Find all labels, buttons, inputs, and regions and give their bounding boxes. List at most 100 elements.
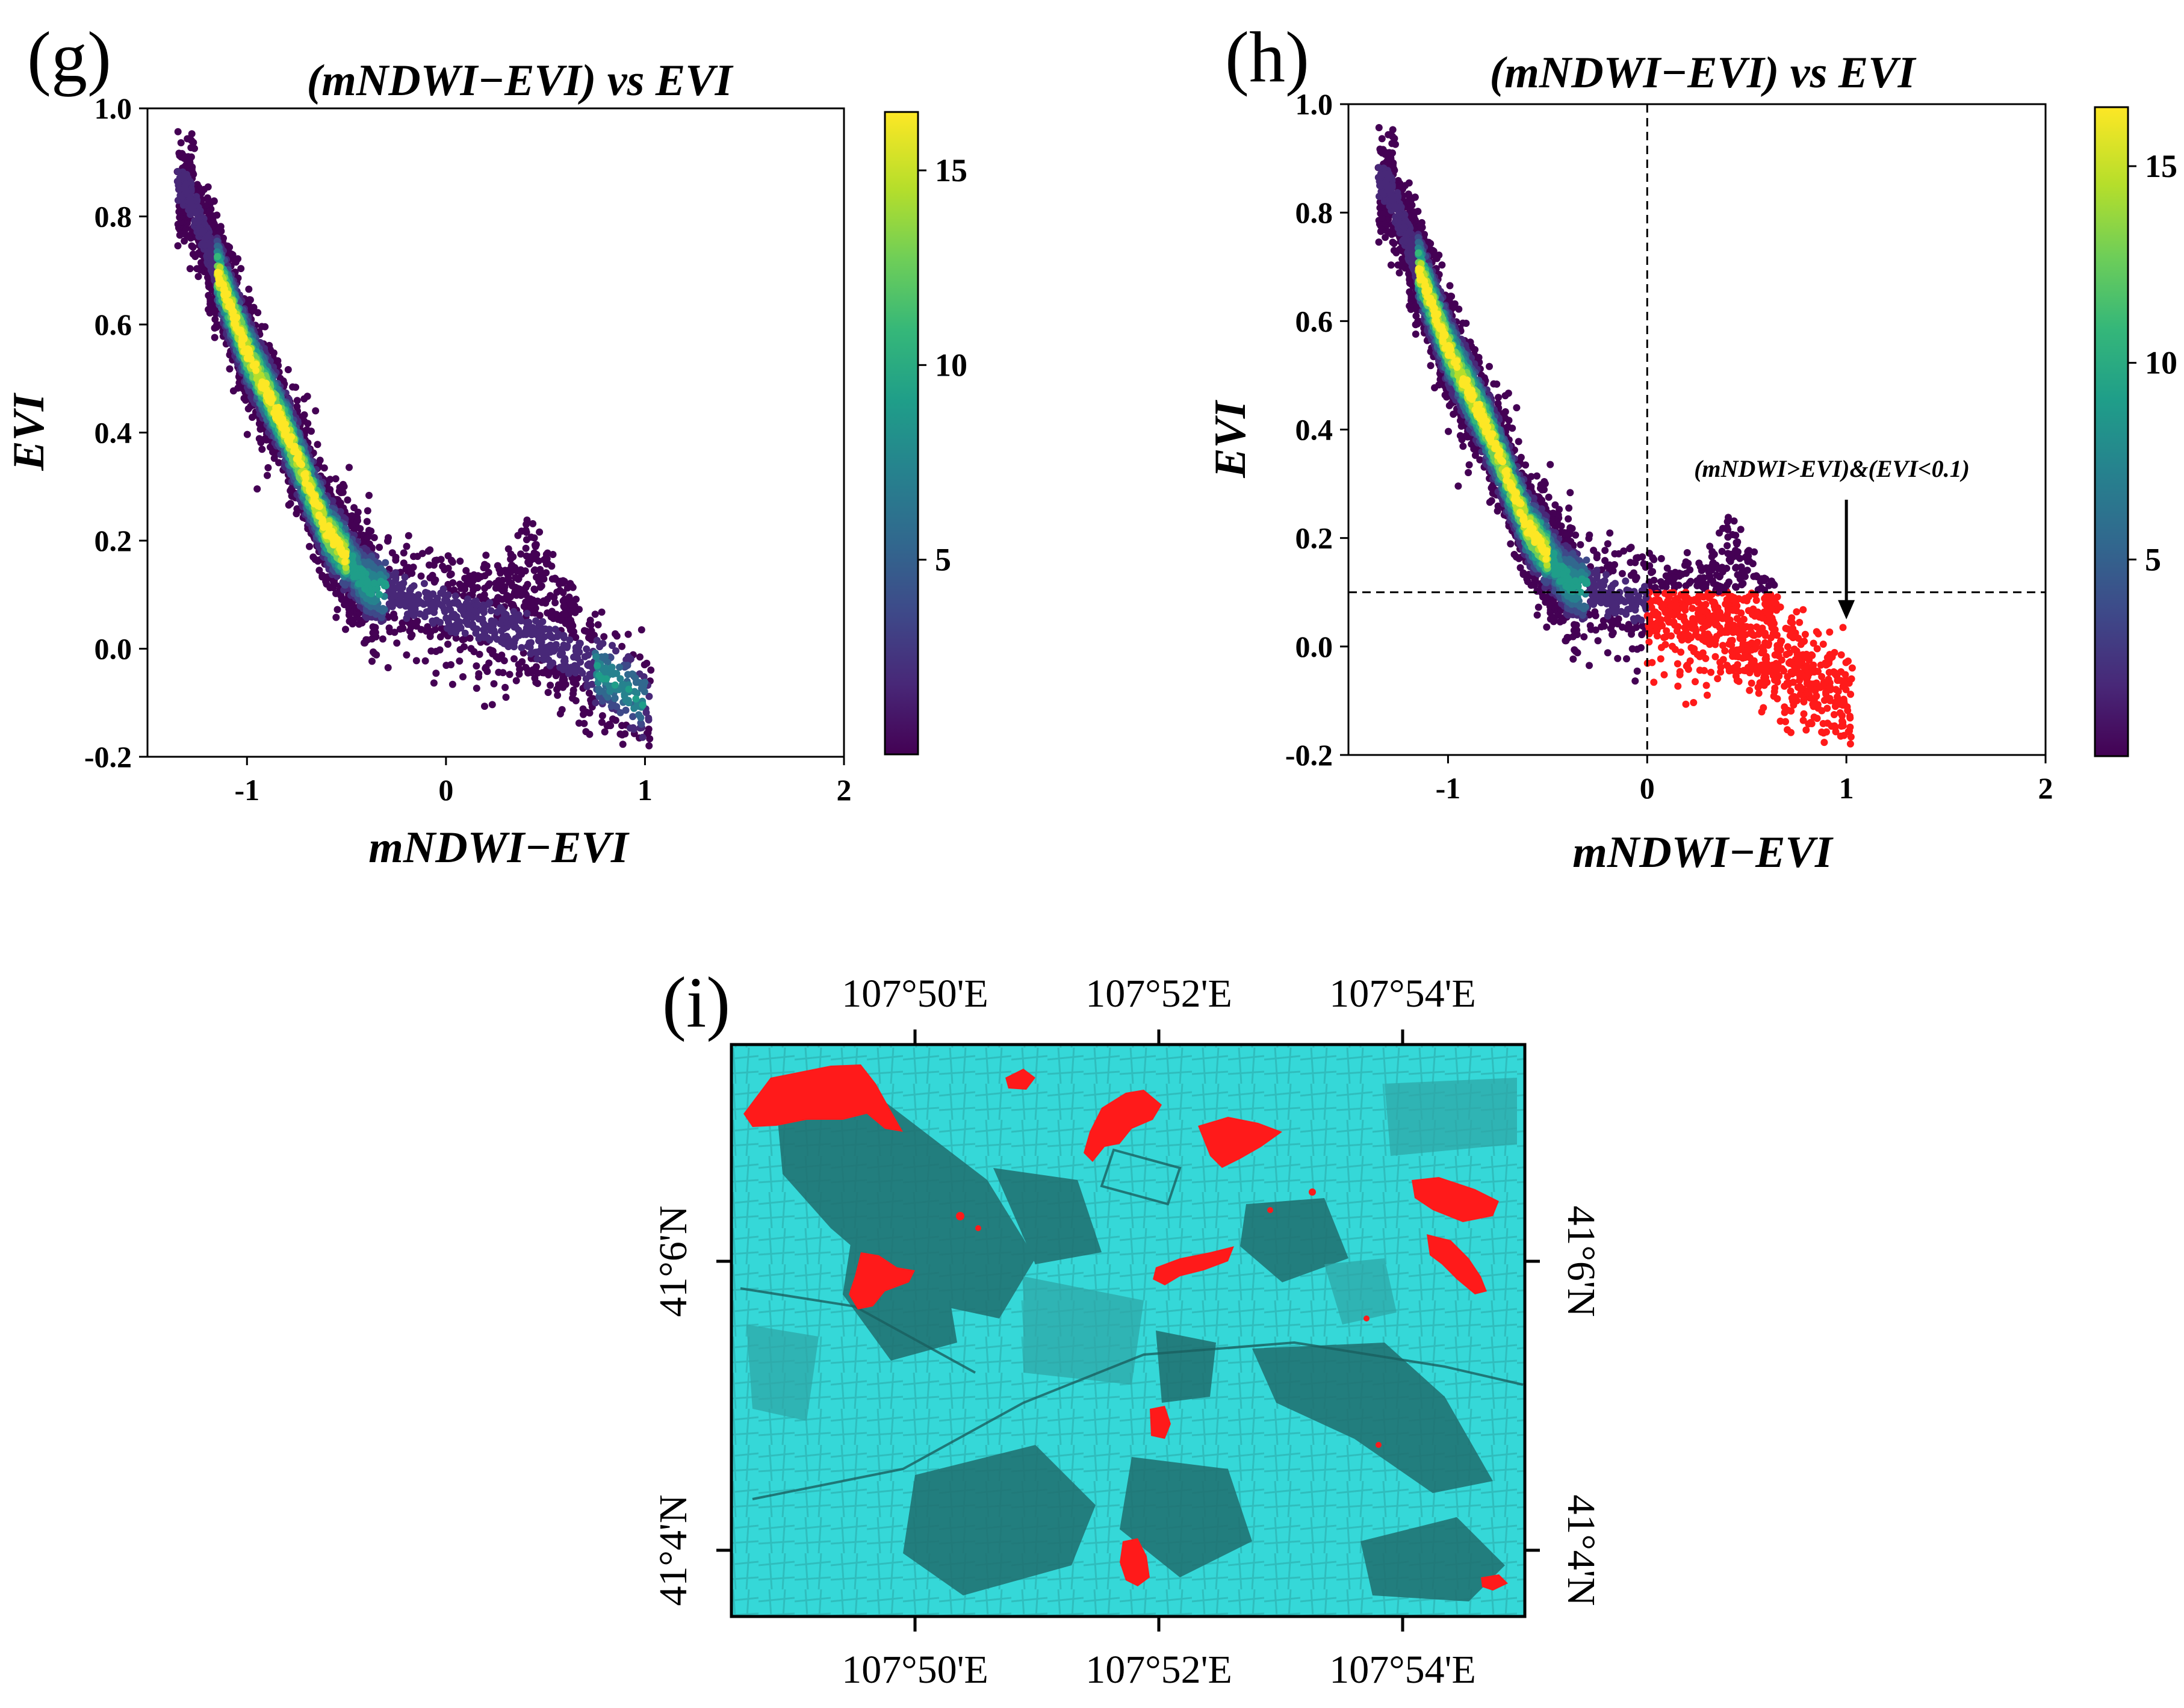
scatter-point: [430, 578, 438, 586]
scatter-point: [1545, 493, 1553, 501]
scatter-point: [1704, 691, 1711, 699]
scatter-point: [531, 541, 539, 549]
scatter-point: [1465, 469, 1472, 476]
scatter-point: [350, 504, 358, 512]
panel-h: (h) (mNDWI−EVI) vs EVI -1 0 1 2-0.20.00.20.…: [1206, 17, 2177, 877]
scatter-point: [561, 610, 569, 618]
scatter-point: [370, 579, 378, 587]
scatter-point: [642, 709, 650, 716]
scatter-point: [586, 620, 593, 628]
scatter-point: [637, 714, 645, 722]
scatter-point: [238, 338, 246, 346]
scatter-point: [594, 662, 601, 669]
scatter-point: [1714, 675, 1722, 683]
scatter-point: [551, 646, 559, 653]
scatter-point: [203, 194, 211, 202]
scatter-point: [1784, 625, 1792, 633]
scatter-point: [485, 659, 493, 667]
scatter-point: [447, 606, 454, 614]
scatter-point: [379, 635, 386, 643]
scatter-point: [1569, 655, 1577, 663]
panel-g-ylabel: EVI: [4, 393, 54, 471]
scatter-point: [358, 573, 366, 580]
panel-g-xlabel: mNDWI−EVI: [368, 823, 630, 872]
scatter-point: [594, 621, 602, 629]
scatter-point: [529, 520, 537, 527]
scatter-point: [1495, 394, 1502, 402]
scatter-point: [444, 618, 452, 626]
scatter-point: [1793, 608, 1801, 616]
scatter-point: [462, 567, 470, 574]
scatter-point: [1538, 486, 1546, 494]
scatter-point: [444, 641, 451, 648]
scatter-point: [448, 558, 456, 566]
scatter-point: [1412, 331, 1419, 338]
scatter-point: [430, 679, 438, 687]
scatter-point: [337, 489, 345, 497]
scatter-point: [436, 646, 444, 654]
scatter-point: [1692, 678, 1699, 686]
scatter-point: [535, 557, 542, 565]
scatter-point: [501, 683, 509, 691]
scatter-point: [481, 703, 488, 710]
scatter-point: [1637, 644, 1645, 651]
scatter-point: [585, 662, 592, 669]
scatter-point: [518, 658, 526, 666]
scatter-point: [531, 566, 539, 574]
colorbar-tick-label: 15: [935, 152, 967, 188]
scatter-point: [609, 642, 616, 650]
scatter-point: [461, 585, 469, 593]
scatter-point: [184, 135, 191, 143]
scatter-point: [1427, 362, 1435, 370]
scatter-point: [1387, 261, 1395, 269]
scatter-point: [1823, 728, 1830, 736]
y-tick-label: -0.2: [84, 740, 132, 774]
scatter-point: [1375, 124, 1383, 131]
scatter-point: [412, 657, 420, 665]
scatter-point: [547, 592, 554, 600]
scatter-point: [621, 730, 629, 738]
scatter-point: [585, 689, 593, 697]
scatter-point: [562, 620, 569, 627]
scatter-point: [518, 644, 526, 651]
scatter-point: [1701, 666, 1708, 674]
scatter-point: [1565, 504, 1573, 512]
scatter-point: [1702, 682, 1710, 689]
scatter-point: [475, 670, 483, 678]
scatter-point: [384, 664, 392, 671]
scatter-point: [559, 650, 566, 657]
scatter-point: [481, 585, 489, 592]
scatter-point: [580, 719, 588, 727]
scatter-point: [1388, 140, 1396, 148]
scatter-point: [238, 330, 246, 338]
scatter-point: [447, 661, 454, 669]
panel-h-title: (mNDWI−EVI) vs EVI: [1490, 48, 1917, 98]
scatter-point: [1571, 646, 1578, 654]
scatter-point: [1465, 461, 1473, 469]
scatter-point: [592, 699, 600, 707]
scatter-point: [1661, 641, 1669, 648]
scatter-point: [293, 397, 301, 405]
scatter-point: [452, 621, 460, 629]
scatter-point: [181, 237, 188, 245]
scatter-point: [501, 583, 509, 591]
scatter-point: [405, 532, 412, 539]
scatter-point: [1601, 547, 1609, 554]
x-tick-label: 2: [837, 773, 852, 807]
scatter-point: [1719, 656, 1727, 663]
scatter-point: [1674, 682, 1682, 690]
scatter-point: [421, 657, 429, 665]
scatter-point: [253, 485, 261, 493]
scatter-point: [1507, 540, 1515, 548]
scatter-point: [512, 574, 520, 582]
scatter-point: [521, 567, 529, 575]
scatter-point: [533, 655, 541, 663]
scatter-point: [459, 673, 467, 681]
scatter-point: [1760, 704, 1767, 712]
scatter-point: [349, 561, 357, 568]
scatter-point: [600, 633, 608, 641]
scatter-point: [601, 664, 609, 672]
scatter-point: [300, 395, 308, 403]
scatter-point: [638, 626, 645, 634]
scatter-point: [554, 691, 562, 699]
